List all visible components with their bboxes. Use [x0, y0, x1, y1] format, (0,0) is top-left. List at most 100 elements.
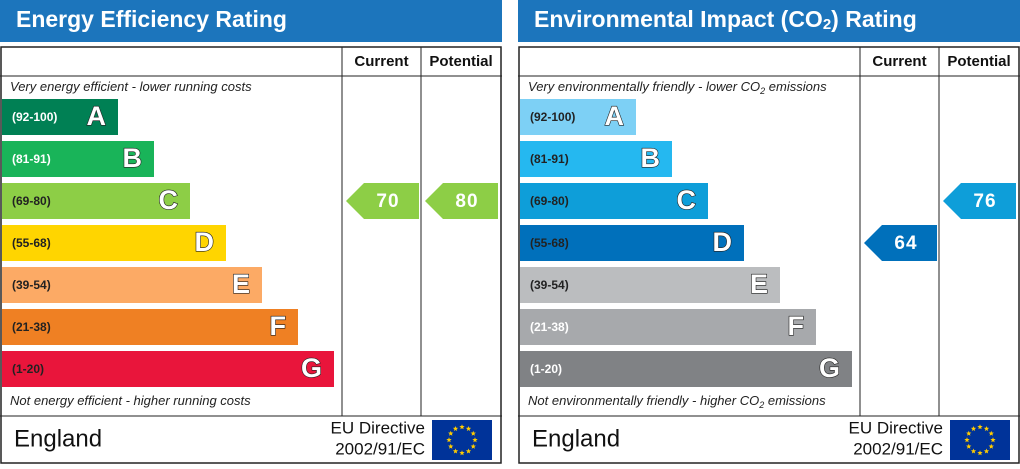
band-letter: D [713, 227, 733, 257]
bottom-note-part: emissions [764, 393, 826, 408]
top-note: Very energy efficient - lower running co… [10, 79, 252, 94]
band-bar [520, 99, 636, 135]
top-note: Very environmentally friendly - lower CO… [528, 79, 827, 96]
rating-value: 70 [376, 191, 399, 212]
band-bar [2, 99, 118, 135]
band-bar [520, 183, 708, 219]
eu-star [964, 437, 970, 443]
panel-title-part: ) Rating [831, 6, 917, 32]
band-range: (55-68) [530, 236, 569, 250]
eu-star [465, 425, 472, 432]
bottom-note: Not environmentally friendly - higher CO… [528, 393, 826, 410]
frame [518, 46, 1020, 464]
eu-star [966, 430, 972, 436]
eu-star [470, 443, 476, 449]
band-range: (55-68) [12, 236, 51, 250]
eu-star [970, 448, 977, 454]
band-range: (39-54) [530, 278, 569, 292]
band-letter: C [677, 185, 697, 215]
band-letter: E [750, 269, 768, 299]
frame [0, 46, 502, 464]
column-header: Current [872, 53, 926, 70]
band-bar [2, 267, 262, 303]
band-bar [520, 309, 816, 345]
eu-star [459, 424, 465, 430]
band-bar [2, 183, 190, 219]
eu-star [966, 443, 972, 449]
bottom-note-part: Not environmentally friendly - higher CO [528, 393, 759, 408]
band-bar [2, 309, 298, 345]
band-range: (21-38) [12, 320, 51, 334]
eu-star [448, 443, 454, 449]
top-note-part: Very environmentally friendly - lower CO [528, 79, 760, 94]
column-header: Potential [947, 53, 1010, 70]
band-bar [520, 267, 780, 303]
rating-arrow [943, 183, 1016, 219]
column-header: Current [354, 53, 408, 70]
band-bar [2, 141, 154, 177]
band-letter: F [270, 311, 287, 341]
band-bar [520, 141, 672, 177]
eu-star [465, 448, 472, 454]
rating-arrow [425, 183, 498, 219]
title-bar [0, 0, 502, 42]
epc-panel: Environmental Impact (CO2) RatingCurrent… [518, 0, 1020, 464]
rating-value: 64 [894, 233, 917, 254]
top-note-part: Very energy efficient - lower running co… [10, 79, 252, 94]
band-range: (92-100) [530, 110, 575, 124]
band-range: (1-20) [530, 362, 562, 376]
eu-star [472, 437, 478, 443]
band-letter: F [788, 311, 805, 341]
band-range: (69-80) [530, 194, 569, 208]
rating-arrow [864, 225, 937, 261]
band-letter: B [123, 143, 143, 173]
eu-star [977, 450, 983, 456]
eu-star [452, 448, 459, 454]
panel-title: Environmental Impact (CO2) Rating [534, 6, 917, 33]
band-bar [2, 351, 334, 387]
country: England [14, 425, 102, 452]
eu-star [459, 450, 465, 456]
rating-value: 76 [973, 191, 996, 212]
eu-star [446, 437, 452, 443]
band-letter: A [605, 101, 625, 131]
directive: 2002/91/EC [335, 439, 425, 458]
panel-title-part: Energy Efficiency Rating [16, 6, 287, 32]
country: England [532, 425, 620, 452]
eu-star [990, 437, 996, 443]
band-range: (1-20) [12, 362, 44, 376]
directive: EU Directive [849, 418, 943, 437]
bottom-note-part: Not energy efficient - higher running co… [10, 393, 251, 408]
band-bar [520, 225, 744, 261]
panel-title-part: Environmental Impact (CO [534, 6, 823, 32]
eu-star [470, 430, 476, 436]
eu-star [970, 425, 977, 432]
band-range: (39-54) [12, 278, 51, 292]
directive: EU Directive [331, 418, 425, 437]
bottom-note-part: 2 [758, 400, 764, 410]
eu-star [983, 448, 990, 454]
column-header: Potential [429, 53, 492, 70]
band-letter: E [232, 269, 250, 299]
band-letter: B [641, 143, 661, 173]
bottom-note: Not energy efficient - higher running co… [10, 393, 251, 408]
band-range: (81-91) [12, 152, 51, 166]
top-note-part: 2 [759, 86, 765, 96]
band-range: (81-91) [530, 152, 569, 166]
epc-panel: Energy Efficiency Rating Current Potential… [0, 0, 502, 464]
eu-star [452, 425, 459, 432]
band-letter: G [819, 353, 840, 383]
eu-star [988, 443, 994, 449]
eu-star [983, 425, 990, 432]
band-bar [2, 225, 226, 261]
title-bar [518, 0, 1020, 42]
band-letter: G [301, 353, 322, 383]
rating-arrow [346, 183, 419, 219]
band-bar [520, 351, 852, 387]
band-range: (69-80) [12, 194, 51, 208]
band-range: (92-100) [12, 110, 57, 124]
band-letter: A [87, 101, 107, 131]
eu-star [988, 430, 994, 436]
panel-title-part: 2 [823, 16, 831, 33]
